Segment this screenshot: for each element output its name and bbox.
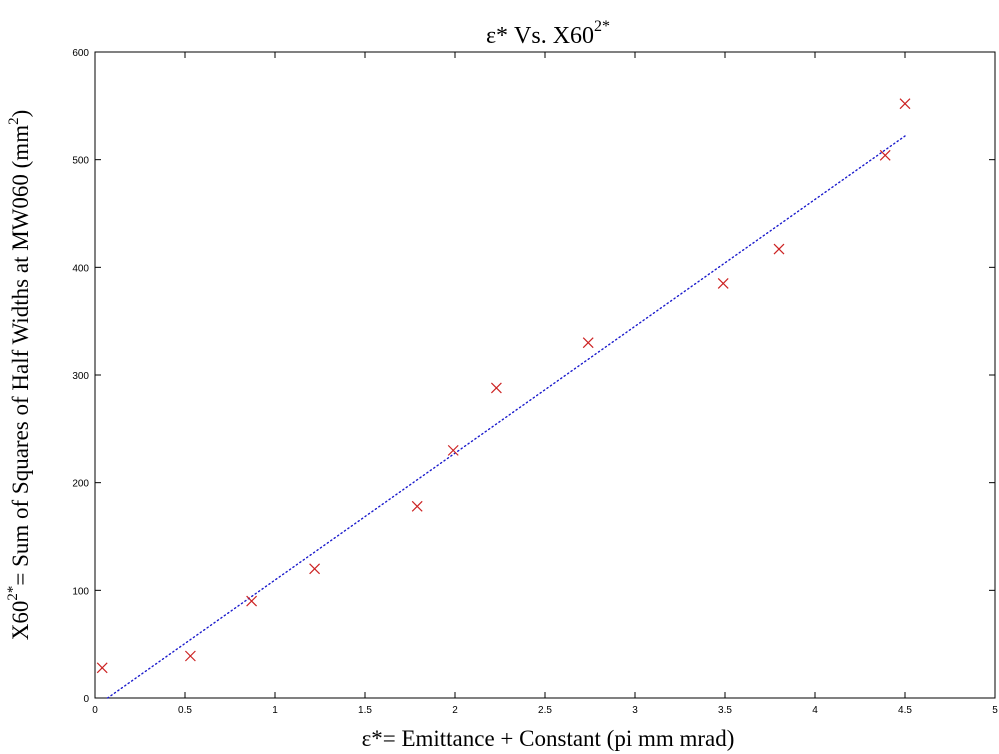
data-point	[309, 563, 321, 575]
y-axis-label-suffix: )	[8, 110, 33, 118]
data-point	[879, 149, 891, 161]
chart-title: ε* Vs. X602*	[486, 18, 610, 49]
data-point	[899, 98, 911, 110]
data-point	[582, 337, 594, 349]
x-tick-label: 1	[272, 705, 278, 716]
y-tick-label: 0	[83, 694, 89, 705]
data-point	[490, 382, 502, 394]
x-tick-label: 4.5	[898, 705, 912, 716]
x-axis-label: ε*= Emittance + Constant (pi mm mrad)	[362, 726, 735, 751]
x-tick-label: 1.5	[358, 705, 372, 716]
plot-frame	[94, 51, 996, 699]
chart-title-superscript: 2*	[594, 18, 610, 35]
data-point	[184, 650, 196, 662]
data-point	[773, 243, 785, 255]
y-axis-label-main: = Sum of Squares of Half Widths at MW060…	[8, 125, 33, 586]
x-tick-label: 3.5	[718, 705, 732, 716]
fit-lines	[106, 135, 906, 699]
data-point	[447, 444, 459, 456]
y-tick-label: 100	[72, 586, 89, 597]
y-tick-label: 200	[72, 479, 89, 490]
y-tick-label: 500	[72, 156, 89, 167]
x-tick-label: 0.5	[178, 705, 192, 716]
axis-tick-labels: 0 0.5 1 1.5 2 2.5 3 3.5 4 4.5 5 0 100 200 300 400 500 600	[72, 48, 998, 716]
axis-ticks	[94, 51, 996, 699]
y-axis-label-sup: 2*	[5, 586, 21, 601]
x-tick-label: 4	[812, 705, 818, 716]
data-point	[717, 278, 729, 289]
data-point	[411, 500, 423, 512]
y-tick-label: 600	[72, 48, 89, 59]
data-markers	[96, 98, 911, 674]
x-tick-label: 0	[92, 705, 98, 716]
data-point	[246, 595, 258, 607]
x-tick-label: 3	[632, 705, 638, 716]
data-point	[96, 662, 108, 674]
x-tick-label: 5	[992, 705, 998, 716]
y-axis-label: X602*= Sum of Squares of Half Widths at …	[5, 110, 33, 641]
y-tick-label: 300	[72, 371, 89, 382]
y-axis-label-unit-sup: 2	[6, 117, 22, 125]
y-tick-label: 400	[72, 263, 89, 274]
fit-line	[106, 135, 906, 699]
x-tick-label: 2.5	[538, 705, 552, 716]
x-tick-label: 2	[452, 705, 458, 716]
